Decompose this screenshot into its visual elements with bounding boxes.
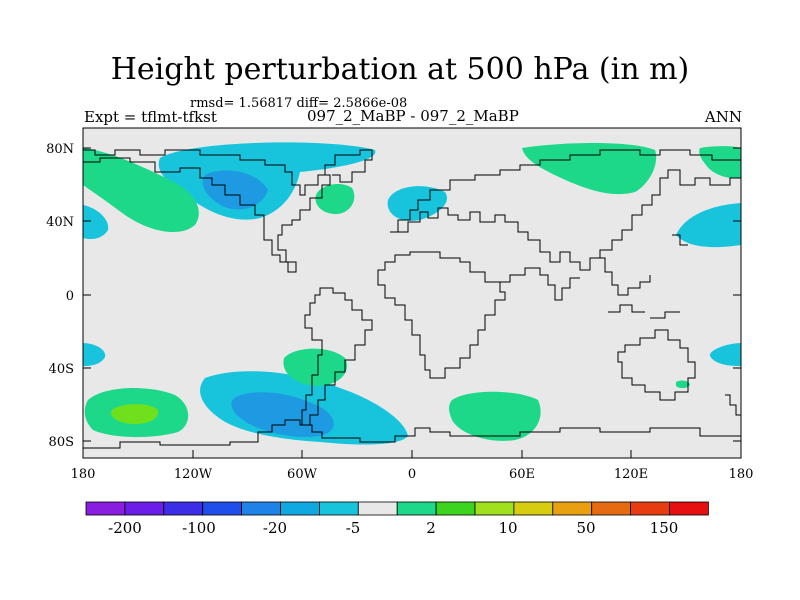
negative-anomaly-east-edge-south — [709, 343, 741, 366]
lon-label-0: 0 — [408, 467, 416, 482]
negative-anomaly-north-atlantic-core — [202, 170, 268, 210]
colorbar-label: 50 — [576, 519, 595, 537]
lon-label-60e: 60E — [509, 467, 535, 482]
colorbar-label: 150 — [650, 519, 679, 537]
lat-label-80n: 80N — [46, 142, 74, 157]
coastline-arabia-india — [500, 267, 580, 301]
coastline-eurasia — [390, 149, 741, 271]
colorbar-swatch — [396, 501, 437, 516]
colorbar-label: -5 — [346, 519, 361, 537]
colorbar-swatch — [280, 501, 320, 516]
positive-anomaly-siberia — [522, 143, 657, 195]
lon-label-180e: 180 — [729, 467, 754, 482]
stats-label: rmsd= 1.56817 diff= 2.5866e-08 — [190, 96, 408, 111]
positive-anomaly-greenland — [315, 184, 355, 215]
negative-anomaly-west-edge-north — [83, 205, 109, 240]
chart-title: Height perturbation at 500 hPa (in m) — [110, 52, 690, 87]
colorbar-swatch — [435, 501, 476, 516]
negative-anomaly-north-pacific-east — [676, 203, 741, 248]
lat-label-40n: 40N — [46, 215, 74, 230]
colorbar-swatch — [318, 501, 359, 516]
positive-anomaly-south-pacific-core — [111, 404, 159, 424]
positive-anomaly-north-pacific-west — [83, 148, 199, 233]
coastline-north-america — [83, 149, 331, 273]
positive-anomaly-tasman — [676, 380, 690, 389]
coastline-south-america — [301, 287, 373, 426]
colorbar-label: 10 — [498, 519, 517, 537]
coastlines — [83, 149, 741, 449]
negative-anomaly-north-atlantic — [158, 142, 376, 220]
coastline-indonesia — [608, 304, 680, 319]
colorbar-label: -200 — [108, 519, 142, 537]
season-label: ANN — [704, 108, 742, 126]
contour-fields — [83, 142, 741, 445]
lon-label-60w: 60W — [287, 467, 318, 482]
lon-ticks — [82, 450, 742, 458]
lon-label-120w: 120W — [174, 467, 213, 482]
lat-ticks — [83, 147, 741, 442]
colorbar-label: -100 — [182, 519, 216, 537]
colorbar-swatch — [202, 501, 242, 516]
colorbar-swatch — [513, 501, 554, 516]
coastline-greenland — [318, 149, 373, 183]
lon-label-120e: 120E — [614, 467, 648, 482]
colorbar-swatch — [591, 501, 632, 516]
coastline-southeast-asia — [600, 257, 651, 296]
colorbar-swatch — [474, 501, 515, 516]
coastline-japan — [672, 234, 688, 246]
case-label: 097_2_MaBP - 097_2_MaBP — [307, 107, 519, 125]
positive-anomaly-south-atlantic — [283, 348, 347, 386]
colorbar-swatch — [241, 501, 281, 516]
lat-label-40s: 40S — [49, 362, 74, 377]
negative-anomaly-west-edge-south — [83, 343, 106, 366]
lat-label-80s: 80S — [49, 435, 74, 450]
colorbar-label: 2 — [426, 519, 436, 537]
colorbar-swatch — [163, 501, 204, 516]
negative-anomaly-southern-ocean-core — [231, 392, 334, 438]
lon-label-180w: 180 — [71, 467, 96, 482]
negative-anomaly-europe — [387, 186, 448, 221]
lat-label-0: 0 — [66, 289, 74, 304]
colorbar-label: -20 — [263, 519, 287, 537]
colorbar-swatch — [85, 501, 126, 516]
experiment-label: Expt = tflmt-tfkst — [84, 108, 217, 126]
coastline-antarctica — [83, 419, 741, 449]
coastline-africa — [377, 251, 506, 379]
colorbar-swatch — [669, 501, 709, 516]
colorbar-swatch — [357, 501, 398, 516]
coastline-australia — [617, 329, 696, 401]
colorbar-swatch — [552, 501, 593, 516]
positive-anomaly-indian-ocean — [449, 391, 541, 441]
coastline-new-zealand — [725, 394, 741, 416]
colorbar-swatch — [630, 501, 670, 516]
positive-anomaly-arctic-east — [699, 146, 741, 179]
colorbar-swatch — [124, 501, 165, 516]
colorbar — [85, 501, 709, 516]
